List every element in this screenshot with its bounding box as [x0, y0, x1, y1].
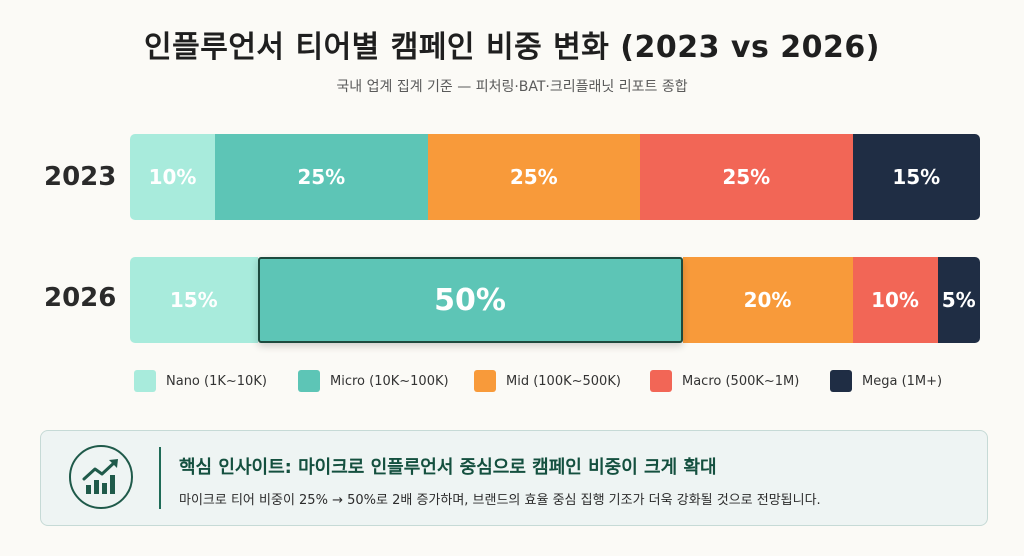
bar-segment-2026-2: 20%	[682, 257, 853, 343]
data-label: 10%	[871, 288, 919, 312]
insight-body: 마이크로 티어 비중이 25% → 50%로 2배 증가하며, 브랜드의 효율 …	[179, 493, 821, 508]
data-label: 15%	[169, 288, 218, 312]
legend-item: Mid (100K~500K)	[474, 370, 621, 392]
bar-2026: 15% 50% 20% 10% 5%	[130, 257, 980, 343]
legend-swatch	[830, 370, 852, 392]
data-label: 50%	[434, 282, 506, 318]
data-label: 25%	[297, 165, 346, 189]
data-label: 10%	[148, 165, 197, 189]
legend-item: Mega (1M+)	[830, 370, 942, 392]
legend-swatch	[298, 370, 320, 392]
bar-segment-2026-0: 15%	[130, 257, 258, 343]
legend-label: Mega (1M+)	[862, 373, 943, 389]
bar-segment-2023-0: 10%	[130, 134, 215, 220]
chart-subtitle: 국내 업계 집계 기준 — 피처링·BAT·크리플래닛 리포트 종합	[336, 79, 688, 95]
legend-label: Mid (100K~500K)	[506, 373, 621, 389]
growth-chart-icon	[69, 445, 133, 509]
data-label: 15%	[892, 165, 941, 189]
bar-2023: 10% 25% 25% 25% 15%	[130, 134, 980, 220]
bar-segment-2023-4: 15%	[852, 134, 980, 220]
data-label: 25%	[722, 165, 771, 189]
legend-item: Micro (10K~100K)	[298, 370, 449, 392]
legend-item: Nano (1K~10K)	[134, 370, 267, 392]
year-label-2023: 2023	[44, 162, 117, 192]
year-label-2026: 2026	[44, 283, 117, 313]
legend-label: Macro (500K~1M)	[682, 373, 800, 389]
bar-segment-2023-1: 25%	[215, 134, 428, 220]
chart-title: 인플루언서 티어별 캠페인 비중 변화 (2023 vs 2026)	[144, 30, 880, 65]
legend-swatch	[134, 370, 156, 392]
legend-swatch	[650, 370, 672, 392]
insight-title: 핵심 인사이트: 마이크로 인플루언서 중심으로 캠페인 비중이 크게 확대	[179, 457, 717, 478]
bar-segment-2026-4: 5%	[937, 257, 980, 343]
legend-swatch	[474, 370, 496, 392]
data-label: 5%	[941, 288, 976, 312]
legend-item: Macro (500K~1M)	[650, 370, 799, 392]
bar-segment-2023-3: 25%	[640, 134, 853, 220]
insight-divider	[159, 447, 161, 509]
data-label: 20%	[743, 288, 792, 312]
legend-label: Nano (1K~10K)	[166, 373, 267, 389]
chart-legend: Nano (1K~10K) Micro (10K~100K) Mid (100K~5…	[0, 370, 1024, 398]
data-label: 25%	[509, 165, 558, 189]
bar-segment-2026-3: 10%	[852, 257, 938, 343]
bar-segment-2023-2: 25%	[427, 134, 640, 220]
insight-card: 핵심 인사이트: 마이크로 인플루언서 중심으로 캠페인 비중이 크게 확대 마…	[40, 430, 988, 526]
legend-label: Micro (10K~100K)	[330, 373, 449, 389]
bar-segment-2026-1: 50%	[257, 257, 683, 343]
